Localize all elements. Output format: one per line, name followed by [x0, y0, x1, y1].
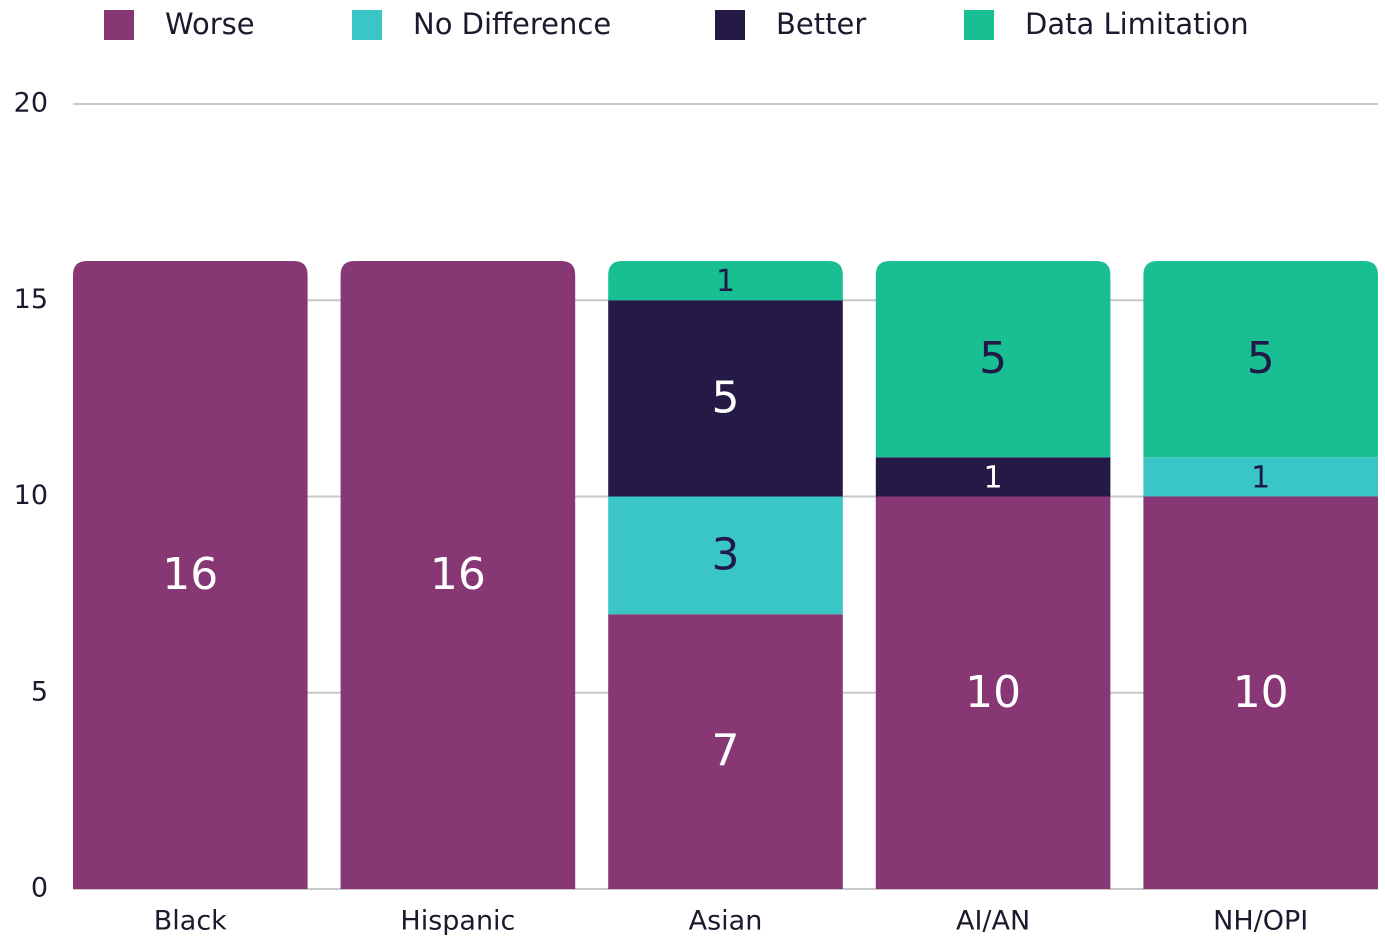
x-tick-label: NH/OPI: [1213, 906, 1308, 937]
legend-swatch: [104, 10, 134, 40]
y-tick-label: 15: [14, 284, 48, 315]
data-label: 10: [1233, 667, 1289, 718]
bar-segment: [875, 261, 1111, 458]
data-label: 7: [712, 726, 740, 777]
bar-segment: [608, 300, 843, 497]
data-label: 1: [1251, 460, 1270, 495]
bar-segment: [1143, 457, 1378, 497]
bar-segment: [1143, 261, 1378, 458]
bar-segment: [875, 496, 1111, 889]
bar-segment: [608, 261, 843, 301]
x-tick-label: AI/AN: [956, 906, 1030, 937]
legend-label: Better: [776, 7, 866, 41]
y-tick-label: 0: [31, 873, 48, 904]
x-tick-label: Black: [154, 906, 227, 937]
y-tick-label: 5: [31, 676, 48, 707]
y-tick-label: 10: [14, 480, 48, 511]
legend-swatch: [715, 10, 745, 40]
legend-swatch: [352, 10, 382, 40]
data-label: 10: [965, 667, 1021, 718]
legend-label: Worse: [165, 7, 255, 41]
legend-label: Data Limitation: [1025, 7, 1249, 41]
bar-segment: [875, 457, 1111, 497]
data-label: 3: [712, 529, 740, 580]
bar-segment: [340, 261, 576, 889]
data-label: 1: [984, 460, 1003, 495]
x-tick-label: Asian: [689, 906, 763, 937]
data-label: 5: [1247, 333, 1275, 384]
bar-segment: [1143, 496, 1378, 889]
y-tick-label: 20: [14, 88, 48, 119]
bar-segment: [608, 614, 843, 889]
legend-swatch: [964, 10, 994, 40]
data-label: 16: [430, 549, 486, 600]
data-label: 16: [162, 549, 218, 600]
data-label: 1: [716, 264, 735, 299]
legend-label: No Difference: [413, 7, 611, 41]
bar-segment: [73, 261, 308, 889]
data-label: 5: [979, 333, 1007, 384]
data-label: 5: [712, 372, 740, 423]
x-tick-label: Hispanic: [400, 906, 515, 937]
bar-segment: [608, 496, 843, 615]
